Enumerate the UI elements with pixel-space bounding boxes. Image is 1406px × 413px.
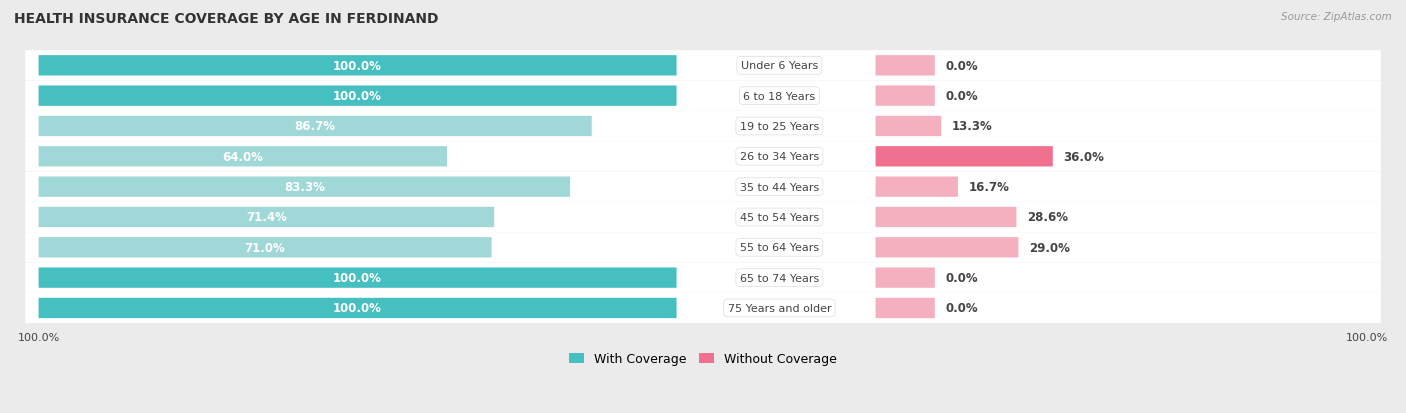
Legend: With Coverage, Without Coverage: With Coverage, Without Coverage (564, 347, 842, 370)
Text: 45 to 54 Years: 45 to 54 Years (740, 212, 820, 223)
FancyBboxPatch shape (25, 112, 1381, 142)
FancyBboxPatch shape (38, 268, 676, 288)
FancyBboxPatch shape (876, 237, 1018, 258)
FancyBboxPatch shape (25, 142, 1381, 172)
FancyBboxPatch shape (38, 237, 492, 258)
FancyBboxPatch shape (38, 177, 569, 197)
Text: 28.6%: 28.6% (1026, 211, 1069, 224)
FancyBboxPatch shape (38, 147, 447, 167)
Text: 0.0%: 0.0% (945, 90, 979, 103)
Text: Source: ZipAtlas.com: Source: ZipAtlas.com (1281, 12, 1392, 22)
FancyBboxPatch shape (876, 147, 1053, 167)
Text: 100.0%: 100.0% (333, 271, 382, 285)
Text: 26 to 34 Years: 26 to 34 Years (740, 152, 820, 162)
Text: 83.3%: 83.3% (284, 181, 325, 194)
Text: 65 to 74 Years: 65 to 74 Years (740, 273, 820, 283)
Text: 64.0%: 64.0% (222, 150, 263, 164)
FancyBboxPatch shape (876, 177, 957, 197)
FancyBboxPatch shape (876, 268, 935, 288)
Text: 55 to 64 Years: 55 to 64 Years (740, 243, 818, 253)
FancyBboxPatch shape (25, 172, 1381, 202)
Text: 19 to 25 Years: 19 to 25 Years (740, 122, 820, 132)
FancyBboxPatch shape (876, 298, 935, 318)
Text: 100.0%: 100.0% (333, 59, 382, 73)
Text: 71.0%: 71.0% (245, 241, 285, 254)
FancyBboxPatch shape (38, 207, 494, 228)
FancyBboxPatch shape (25, 202, 1381, 233)
Text: 75 Years and older: 75 Years and older (727, 303, 831, 313)
Text: 100.0%: 100.0% (333, 302, 382, 315)
FancyBboxPatch shape (876, 56, 935, 76)
Text: 0.0%: 0.0% (945, 302, 979, 315)
FancyBboxPatch shape (25, 233, 1381, 263)
Text: Under 6 Years: Under 6 Years (741, 61, 818, 71)
FancyBboxPatch shape (38, 56, 676, 76)
Text: 36.0%: 36.0% (1063, 150, 1104, 164)
FancyBboxPatch shape (25, 263, 1381, 293)
Text: 100.0%: 100.0% (333, 90, 382, 103)
FancyBboxPatch shape (876, 116, 941, 137)
FancyBboxPatch shape (876, 207, 1017, 228)
Text: 13.3%: 13.3% (952, 120, 993, 133)
Text: 71.4%: 71.4% (246, 211, 287, 224)
FancyBboxPatch shape (25, 81, 1381, 112)
FancyBboxPatch shape (38, 298, 676, 318)
FancyBboxPatch shape (25, 293, 1381, 323)
FancyBboxPatch shape (25, 51, 1381, 81)
FancyBboxPatch shape (38, 86, 676, 107)
FancyBboxPatch shape (38, 116, 592, 137)
Text: 35 to 44 Years: 35 to 44 Years (740, 182, 820, 192)
FancyBboxPatch shape (876, 86, 935, 107)
Text: 0.0%: 0.0% (945, 271, 979, 285)
Text: 86.7%: 86.7% (295, 120, 336, 133)
Text: 6 to 18 Years: 6 to 18 Years (744, 91, 815, 102)
Text: 16.7%: 16.7% (969, 181, 1010, 194)
Text: 0.0%: 0.0% (945, 59, 979, 73)
Text: 29.0%: 29.0% (1029, 241, 1070, 254)
Text: HEALTH INSURANCE COVERAGE BY AGE IN FERDINAND: HEALTH INSURANCE COVERAGE BY AGE IN FERD… (14, 12, 439, 26)
